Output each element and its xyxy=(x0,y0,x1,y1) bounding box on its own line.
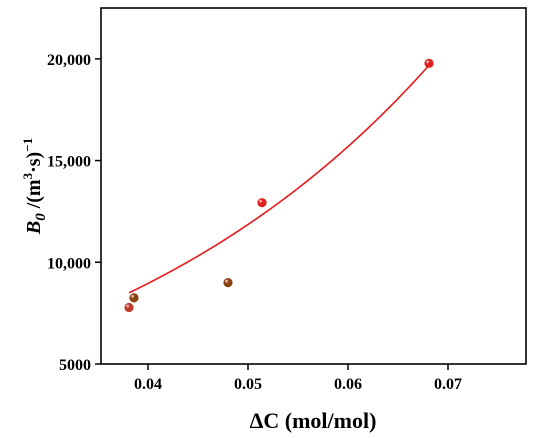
y-tick-label: 15,000 xyxy=(47,154,91,171)
y-axis-title: B0 /(m3·s)−1 xyxy=(20,138,49,235)
x-tick-label: 0.04 xyxy=(134,376,162,393)
x-axis-title: ΔC (mol/mol) xyxy=(250,408,377,433)
data-point-highlight xyxy=(126,304,130,308)
y-tick-label: 20,000 xyxy=(47,52,91,69)
y-title-unit-prefix: /(m xyxy=(23,179,45,213)
y-title-unit-exp: −1 xyxy=(20,138,35,152)
y-axis-ticks: 5000 10,000 15,000 20,000 xyxy=(47,52,101,374)
fit-curve xyxy=(128,64,430,294)
y-title-sub: 0 xyxy=(33,213,49,221)
x-axis-ticks: 0.04 0.05 0.06 0.07 xyxy=(134,364,462,393)
x-tick-label: 0.06 xyxy=(334,376,362,393)
data-point-highlight xyxy=(131,294,135,298)
data-points xyxy=(124,58,434,313)
data-point xyxy=(124,302,134,313)
data-point-highlight xyxy=(225,279,229,283)
plot-frame xyxy=(100,7,527,365)
x-tick-label: 0.05 xyxy=(234,376,262,393)
data-point-highlight xyxy=(259,199,263,203)
y-tick-label: 5000 xyxy=(59,357,91,374)
data-point xyxy=(257,198,267,208)
data-point xyxy=(223,278,233,288)
y-title-base: B xyxy=(23,221,45,235)
y-title-unit-sup: 3 xyxy=(20,172,35,179)
y-title-unit-mid: ·s) xyxy=(23,152,45,173)
x-tick-label: 0.07 xyxy=(434,376,462,393)
data-point-highlight xyxy=(426,60,430,64)
data-point xyxy=(424,58,434,68)
y-tick-label: 10,000 xyxy=(47,255,91,272)
data-point xyxy=(129,293,139,303)
